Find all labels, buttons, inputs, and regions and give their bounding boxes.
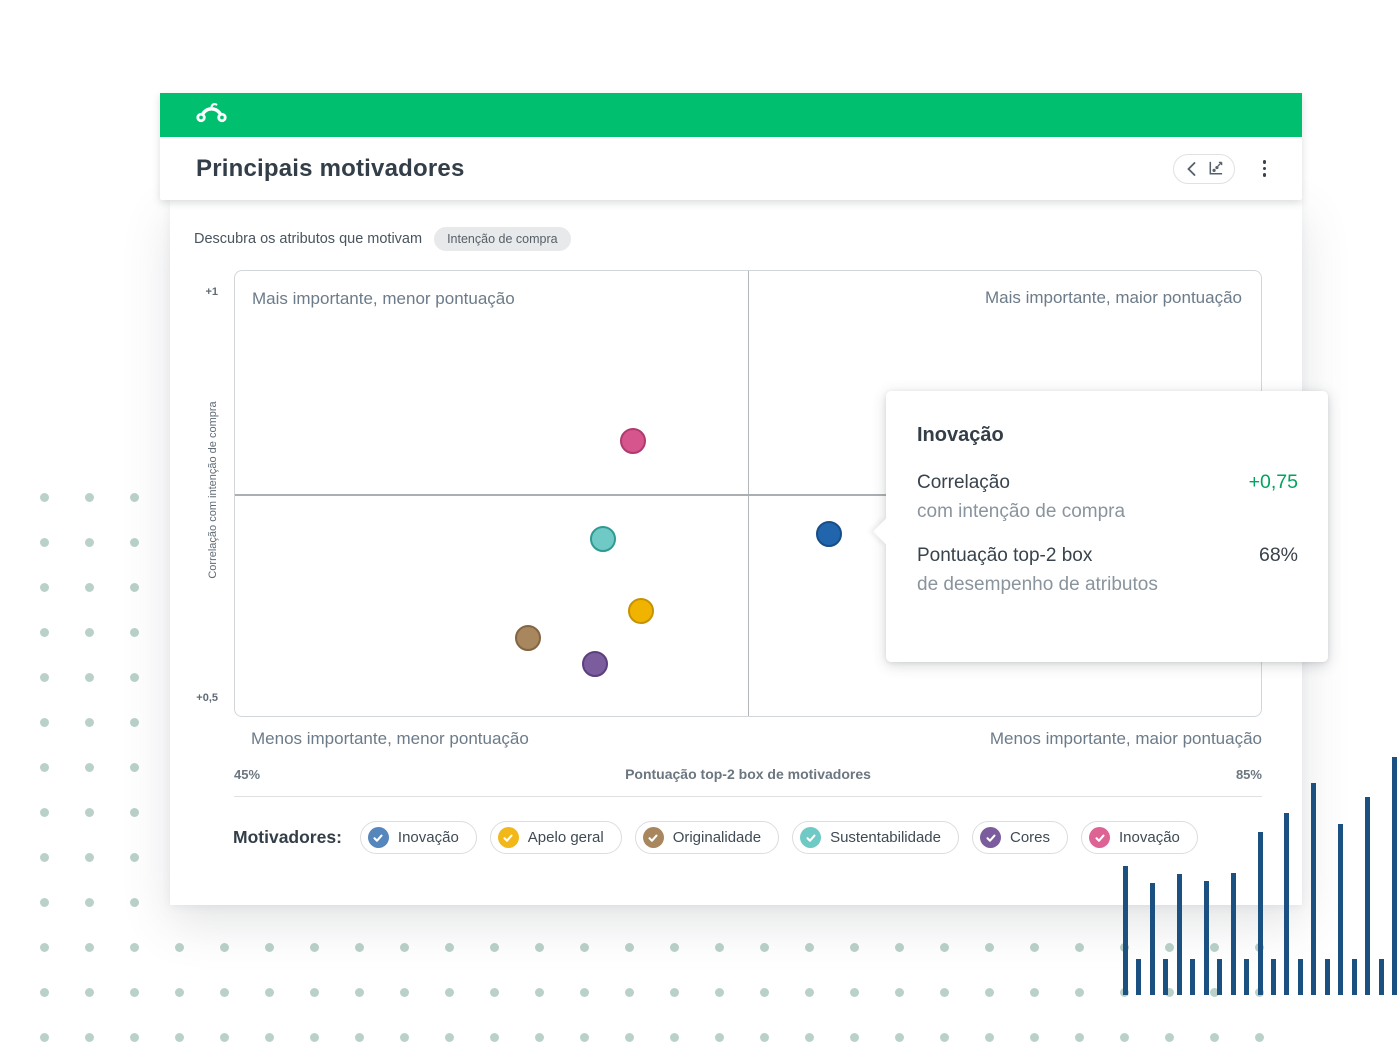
- surveymonkey-logo: [196, 102, 227, 123]
- check-icon: [800, 827, 822, 848]
- y-tick-min: +0,5: [196, 692, 218, 704]
- quadrant-label-bottom-right: Menos importante, maior pontuação: [989, 729, 1262, 748]
- legend: Motivadores: Inovação Apelo geral Original…: [233, 821, 1272, 854]
- scatter-plot: Mais importante, menor pontuação Mais im…: [234, 270, 1262, 717]
- tooltip-row-sub: de desempenho de atributos: [917, 574, 1158, 595]
- legend-label: Motivadores:: [233, 827, 342, 847]
- view-toggle: [1172, 153, 1235, 184]
- legend-chip[interactable]: Originalidade: [634, 821, 780, 854]
- legend-chip-label: Inovação: [397, 829, 459, 846]
- legend-chip[interactable]: Sustentabilidade: [792, 821, 959, 854]
- check-icon: [1089, 827, 1111, 848]
- y-tick-max: +1: [205, 286, 218, 298]
- x-axis-label: Pontuação top-2 box de motivadores: [625, 766, 871, 782]
- data-point[interactable]: [628, 597, 655, 624]
- legend-chip-label: Inovação: [1119, 829, 1180, 846]
- tooltip-row-value: +0,75: [1248, 471, 1298, 493]
- legend-chip-label: Originalidade: [672, 829, 762, 846]
- check-icon: [980, 827, 1001, 848]
- legend-chip-label: Cores: [1010, 829, 1051, 846]
- page-title: Principais motivadores: [196, 154, 465, 182]
- tooltip-row-label: Pontuação top-2 box: [917, 545, 1093, 566]
- check-icon: [367, 827, 389, 848]
- x-tick-min: 45%: [234, 767, 261, 782]
- tooltip-row-sub: com intenção de compra: [917, 501, 1126, 522]
- data-point[interactable]: [581, 651, 608, 678]
- data-point[interactable]: [815, 520, 842, 547]
- data-point[interactable]: [589, 526, 616, 553]
- data-points-layer: [235, 271, 1261, 716]
- legend-chips: Inovação Apelo geral Originalidade Sustenta…: [359, 821, 1198, 854]
- legend-chip[interactable]: Apelo geral: [489, 821, 622, 854]
- tooltip-row-label: Correlação: [917, 472, 1010, 493]
- title-bar: Principais motivadores: [160, 137, 1302, 200]
- header: Principais motivadores: [160, 93, 1302, 200]
- legend-chip[interactable]: Inovação: [359, 821, 477, 854]
- axis-divider: [234, 796, 1262, 797]
- legend-chip-label: Apelo geral: [527, 829, 604, 846]
- data-point[interactable]: [514, 624, 541, 651]
- quadrant-horizontal-line: [235, 494, 1261, 496]
- check-icon: [497, 827, 519, 848]
- legend-chip[interactable]: Cores: [972, 821, 1069, 854]
- x-tick-max: 85%: [1235, 767, 1262, 782]
- scatter-view-button[interactable]: [1204, 157, 1228, 181]
- legend-chip-label: Sustentabilidade: [830, 829, 941, 846]
- quadrant-label-top-left: Mais importante, menor pontuação: [252, 289, 515, 308]
- chevron-left-icon: [1187, 161, 1196, 176]
- brand-bar: [160, 93, 1302, 137]
- quadrant-label-bottom-left: Menos importante, menor pontuação: [251, 729, 529, 748]
- data-point[interactable]: [620, 427, 647, 454]
- quadrant-vertical-line: [747, 271, 749, 716]
- subtitle: Descubra os atributos que motivam: [194, 231, 423, 247]
- more-options-button[interactable]: [1259, 156, 1271, 181]
- tooltip-title: Inovação: [917, 424, 1004, 446]
- scatter-chart-icon: [1209, 161, 1223, 175]
- check-icon: [642, 827, 664, 848]
- tooltip-row-value: 68%: [1258, 544, 1298, 566]
- y-axis-label: Correlação com intenção de compra: [207, 401, 219, 579]
- data-point-tooltip: Inovação Correlação +0,75 com intenção d…: [873, 391, 1328, 662]
- legend-chip[interactable]: Inovação: [1081, 821, 1198, 854]
- quadrant-label-top-right: Mais importante, maior pontuação: [984, 288, 1242, 307]
- metric-badge: Intenção de compra: [434, 227, 571, 251]
- back-button[interactable]: [1180, 157, 1204, 181]
